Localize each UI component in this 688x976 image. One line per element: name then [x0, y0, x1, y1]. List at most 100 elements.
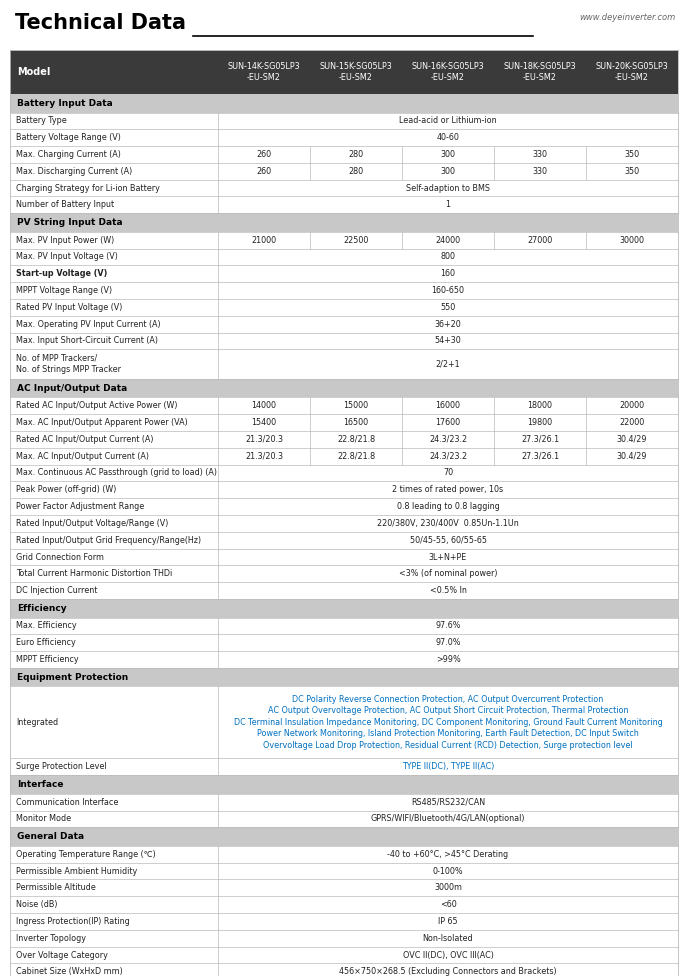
Bar: [10, 146, 678, 163]
Text: Max. Continuous AC Passthrough (grid to load) (A): Max. Continuous AC Passthrough (grid to …: [16, 468, 217, 477]
Bar: [10, 668, 678, 686]
Bar: [10, 196, 678, 214]
Bar: [10, 249, 678, 265]
Text: 27000: 27000: [528, 235, 552, 245]
Bar: [10, 163, 678, 180]
Text: GPRS/WIFI/Bluetooth/4G/LAN(optional): GPRS/WIFI/Bluetooth/4G/LAN(optional): [371, 814, 525, 824]
Text: AC Input/Output Data: AC Input/Output Data: [17, 384, 127, 392]
Bar: [10, 349, 678, 379]
Bar: [10, 532, 678, 549]
Text: 27.3/26.1: 27.3/26.1: [521, 435, 559, 444]
Text: 2/2+1: 2/2+1: [436, 359, 460, 369]
Bar: [10, 686, 678, 758]
Text: 1: 1: [446, 200, 451, 210]
Bar: [10, 793, 678, 810]
Text: 260: 260: [257, 150, 272, 159]
Text: Technical Data: Technical Data: [15, 13, 186, 33]
Text: -40 to +60°C, >45°C Derating: -40 to +60°C, >45°C Derating: [387, 850, 508, 859]
Text: DC Polarity Reverse Connection Protection, AC Output Overcurrent Protection
AC O: DC Polarity Reverse Connection Protectio…: [234, 695, 663, 750]
Text: 18000: 18000: [528, 401, 552, 410]
Bar: [10, 112, 678, 129]
Text: SUN-15K-SG05LP3
-EU-SM2: SUN-15K-SG05LP3 -EU-SM2: [320, 61, 392, 82]
Text: 280: 280: [348, 167, 363, 176]
Text: No. of MPP Trackers/
No. of Strings MPP Tracker: No. of MPP Trackers/ No. of Strings MPP …: [16, 354, 121, 375]
Text: Total Current Harmonic Distortion THDi: Total Current Harmonic Distortion THDi: [16, 569, 172, 579]
Bar: [10, 431, 678, 448]
Text: Charging Strategy for Li-ion Battery: Charging Strategy for Li-ion Battery: [16, 183, 160, 192]
Text: DC Injection Current: DC Injection Current: [16, 587, 98, 595]
Text: Permissible Altitude: Permissible Altitude: [16, 883, 96, 892]
Text: 36+20: 36+20: [435, 320, 462, 329]
Bar: [10, 481, 678, 498]
Bar: [10, 565, 678, 583]
Bar: [10, 282, 678, 299]
Text: Operating Temperature Range (℃): Operating Temperature Range (℃): [16, 850, 155, 859]
Text: Equipment Protection: Equipment Protection: [17, 672, 128, 681]
Text: 50/45-55, 60/55-65: 50/45-55, 60/55-65: [409, 536, 486, 545]
Text: 20000: 20000: [619, 401, 645, 410]
Text: 24.3/23.2: 24.3/23.2: [429, 452, 467, 461]
Bar: [10, 94, 678, 112]
Bar: [10, 963, 678, 976]
Text: Efficiency: Efficiency: [17, 604, 67, 613]
Text: General Data: General Data: [17, 833, 84, 841]
Text: >99%: >99%: [436, 655, 460, 664]
Text: 330: 330: [533, 150, 548, 159]
Text: 3L+N+PE: 3L+N+PE: [429, 552, 467, 561]
Bar: [10, 214, 678, 231]
Text: Model: Model: [17, 67, 50, 77]
Bar: [10, 515, 678, 532]
Text: 0.8 leading to 0.8 lagging: 0.8 leading to 0.8 lagging: [396, 502, 499, 511]
Text: Max. Efficiency: Max. Efficiency: [16, 622, 76, 630]
Bar: [10, 129, 678, 146]
Text: Interface: Interface: [17, 780, 63, 789]
Text: 16500: 16500: [343, 418, 369, 427]
Text: 3000m: 3000m: [434, 883, 462, 892]
Bar: [10, 810, 678, 828]
Text: 70: 70: [443, 468, 453, 477]
Text: 21.3/20.3: 21.3/20.3: [245, 452, 283, 461]
Text: 22.8/21.8: 22.8/21.8: [337, 435, 375, 444]
Text: 27.3/26.1: 27.3/26.1: [521, 452, 559, 461]
Text: 19800: 19800: [528, 418, 552, 427]
Text: Max. AC Input/Output Apparent Power (VA): Max. AC Input/Output Apparent Power (VA): [16, 418, 188, 427]
Text: SUN-14K-SG05LP3
-EU-SM2: SUN-14K-SG05LP3 -EU-SM2: [228, 61, 301, 82]
Text: 800: 800: [440, 253, 455, 262]
Text: 24000: 24000: [436, 235, 460, 245]
Text: 160: 160: [440, 269, 455, 278]
Text: 15000: 15000: [343, 401, 369, 410]
Text: 97.0%: 97.0%: [436, 638, 461, 647]
Text: Power Factor Adjustment Range: Power Factor Adjustment Range: [16, 502, 144, 511]
Bar: [10, 180, 678, 196]
Text: 300: 300: [440, 150, 455, 159]
Text: Max. Operating PV Input Current (A): Max. Operating PV Input Current (A): [16, 320, 160, 329]
Bar: [10, 775, 678, 793]
Text: Max. PV Input Power (W): Max. PV Input Power (W): [16, 235, 114, 245]
Text: Rated AC Input/Output Active Power (W): Rated AC Input/Output Active Power (W): [16, 401, 178, 410]
Text: Permissible Ambient Humidity: Permissible Ambient Humidity: [16, 867, 137, 875]
Bar: [10, 896, 678, 913]
Text: MPPT Efficiency: MPPT Efficiency: [16, 655, 78, 664]
Bar: [10, 930, 678, 947]
Text: Rated AC Input/Output Current (A): Rated AC Input/Output Current (A): [16, 435, 153, 444]
Text: Euro Efficiency: Euro Efficiency: [16, 638, 76, 647]
Text: Integrated: Integrated: [16, 718, 58, 727]
Text: Lead-acid or Lithium-ion: Lead-acid or Lithium-ion: [399, 116, 497, 125]
Text: 350: 350: [625, 167, 640, 176]
Bar: [10, 333, 678, 349]
Text: 30.4/29: 30.4/29: [616, 452, 647, 461]
Text: Noise (dB): Noise (dB): [16, 900, 58, 909]
Bar: [10, 863, 678, 879]
Bar: [10, 50, 678, 94]
Text: Peak Power (off-grid) (W): Peak Power (off-grid) (W): [16, 485, 116, 494]
Text: Communication Interface: Communication Interface: [16, 797, 118, 806]
Bar: [10, 879, 678, 896]
Text: 220/380V, 230/400V  0.85Un-1.1Un: 220/380V, 230/400V 0.85Un-1.1Un: [377, 519, 519, 528]
Text: Max. Charging Current (A): Max. Charging Current (A): [16, 150, 121, 159]
Text: Monitor Mode: Monitor Mode: [16, 814, 71, 824]
Text: SUN-16K-SG05LP3
-EU-SM2: SUN-16K-SG05LP3 -EU-SM2: [411, 61, 484, 82]
Bar: [10, 549, 678, 565]
Bar: [10, 448, 678, 465]
Text: 22000: 22000: [619, 418, 645, 427]
Text: Self-adaption to BMS: Self-adaption to BMS: [406, 183, 490, 192]
